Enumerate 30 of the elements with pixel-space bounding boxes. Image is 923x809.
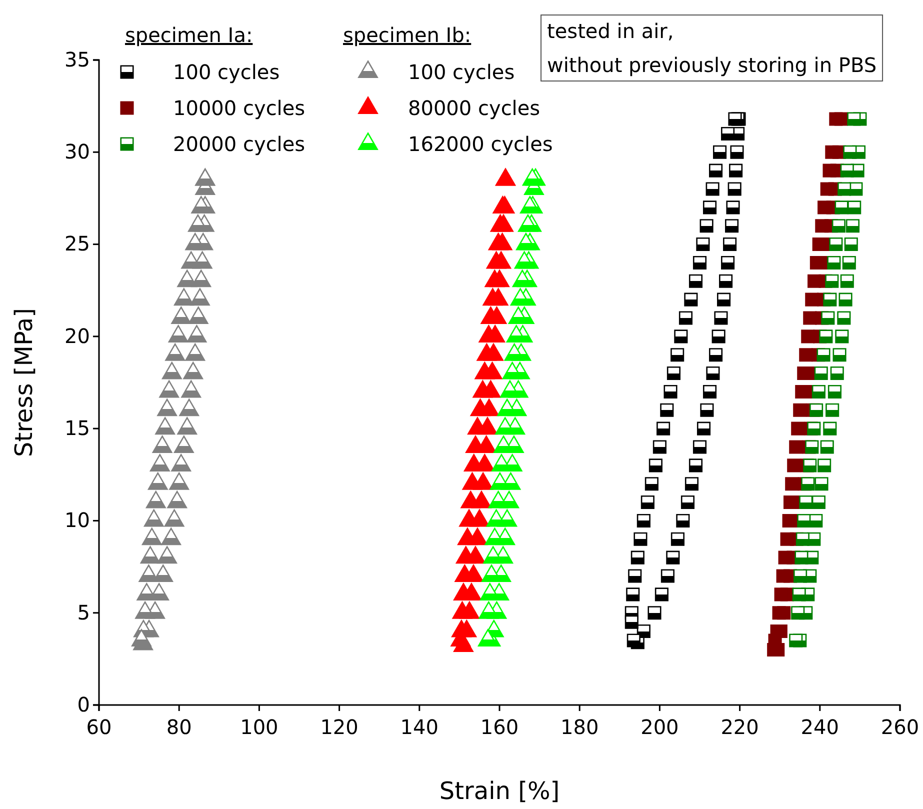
legend-label: 162000 cycles — [408, 132, 553, 156]
annotation: tested in air, without previously storing in PBS — [547, 19, 877, 77]
x-tick-label: 180 — [560, 715, 599, 739]
x-tick-label: 140 — [400, 715, 438, 739]
x-tick-label: 60 — [86, 715, 112, 739]
y-tick-label: 0 — [77, 692, 90, 716]
y-tick-label: 25 — [64, 232, 90, 256]
y-tick-label: 10 — [64, 508, 90, 532]
x-tick-label: 220 — [720, 715, 759, 739]
legend-label: 100 cycles — [408, 60, 515, 84]
y-tick-label: 5 — [77, 600, 90, 624]
x-tick-label: 200 — [640, 715, 679, 739]
text: specimen Ia: — [125, 23, 253, 47]
y-axis-title: Stress [MPa] — [10, 308, 38, 457]
x-tick-label: 160 — [480, 715, 519, 739]
legend-label: 100 cycles — [173, 60, 280, 84]
y-tick-label: 30 — [64, 140, 90, 164]
y-tick-label: 20 — [64, 324, 90, 348]
legend-label: 80000 cycles — [408, 96, 540, 120]
x-axis-title: Strain [%] — [439, 777, 560, 805]
legend-label: 10000 cycles — [173, 96, 306, 120]
x-tick-label: 240 — [800, 715, 839, 739]
x-tick-label: 80 — [166, 715, 192, 739]
legend-label: 20000 cycles — [173, 132, 306, 156]
x-tick-label: 100 — [240, 715, 278, 739]
text: specimen Ib: — [343, 23, 472, 47]
y-tick-label: 15 — [64, 416, 90, 440]
y-tick-label: 35 — [64, 47, 90, 72]
x-tick-label: 120 — [320, 715, 358, 739]
x-tick-label: 260 — [880, 715, 920, 739]
